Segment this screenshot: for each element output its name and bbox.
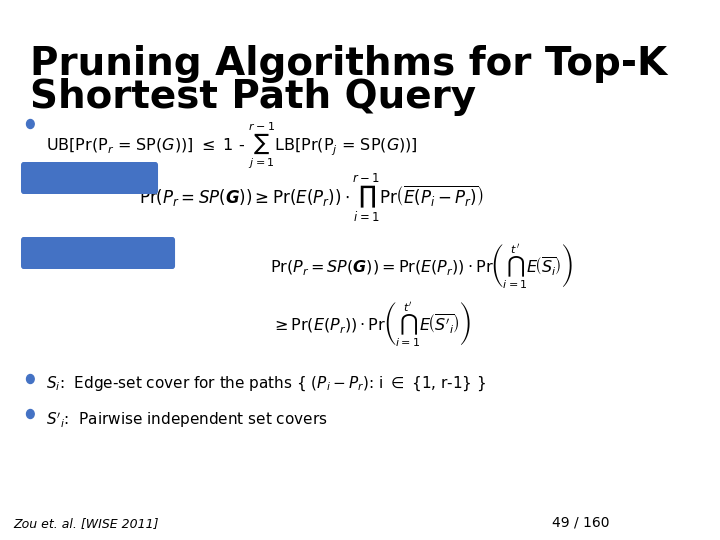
Text: Zou et. al. [WISE 2011]: Zou et. al. [WISE 2011]: [14, 517, 159, 530]
Text: Pruning Algorithms for Top-K: Pruning Algorithms for Top-K: [30, 45, 667, 83]
FancyBboxPatch shape: [21, 162, 158, 194]
Text: $\geq \Pr\!\left(E(P_r)\right)\cdot\Pr\!\left(\bigcap_{i=1}^{t'} E\!\left(\overl: $\geq \Pr\!\left(E(P_r)\right)\cdot\Pr\!…: [271, 300, 471, 349]
Text: Second Lower Bound: Second Lower Bound: [9, 246, 188, 260]
Text: First Lower Bound: First Lower Bound: [12, 171, 168, 186]
Text: $\Pr\!\left(P_r = SP(\boldsymbol{G})\right) \geq \Pr\!\left(E(P_r)\right)\cdot\p: $\Pr\!\left(P_r = SP(\boldsymbol{G})\rig…: [139, 172, 484, 224]
FancyBboxPatch shape: [21, 237, 175, 269]
Text: $\Pr\!\left(P_r = SP(\boldsymbol{G})\right) = \Pr\!\left(E(P_r)\right)\cdot\Pr\!: $\Pr\!\left(P_r = SP(\boldsymbol{G})\rig…: [271, 242, 573, 291]
Text: 49 / 160: 49 / 160: [552, 516, 609, 530]
Text: $S'_i$:  Pairwise independent set covers: $S'_i$: Pairwise independent set covers: [45, 410, 327, 430]
Text: $S_i$:  Edge-set cover for the paths { $(P_i - P_r)$: i $\in$ {1, r-1} }: $S_i$: Edge-set cover for the paths { $(…: [45, 375, 486, 394]
Text: UB[Pr(P$_r$ = SP($G$))] $\leq$ 1 - $\sum_{j=1}^{r-1}$LB[Pr(P$_j$ = SP($G$))]: UB[Pr(P$_r$ = SP($G$))] $\leq$ 1 - $\sum…: [45, 120, 418, 171]
Circle shape: [27, 119, 34, 129]
Text: Shortest Path Query: Shortest Path Query: [30, 78, 477, 116]
Circle shape: [27, 409, 34, 418]
Circle shape: [27, 375, 34, 383]
